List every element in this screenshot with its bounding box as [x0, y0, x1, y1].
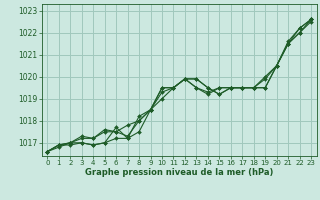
X-axis label: Graphe pression niveau de la mer (hPa): Graphe pression niveau de la mer (hPa) [85, 168, 273, 177]
